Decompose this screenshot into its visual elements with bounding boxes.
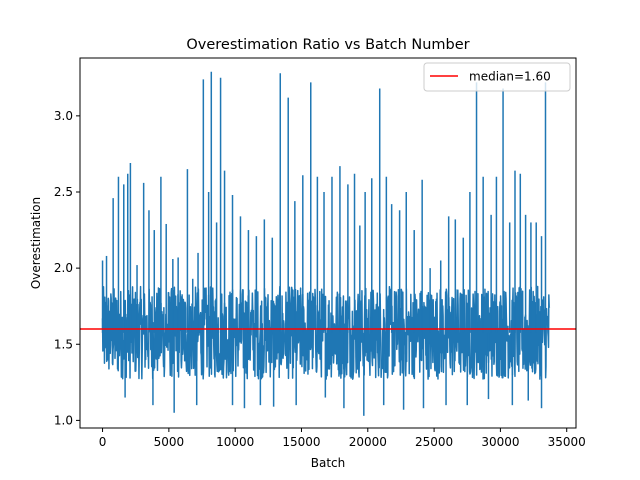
x-tick-label: 25000 (415, 435, 453, 449)
legend-label-median: median=1.60 (469, 70, 551, 84)
y-tick-label: 2.0 (54, 261, 73, 275)
y-axis-label: Overestimation (29, 197, 43, 289)
x-tick-label: 30000 (481, 435, 519, 449)
y-axis: 1.0 1.5 2.0 2.5 3.0 (54, 109, 80, 427)
x-tick-label: 0 (99, 435, 107, 449)
x-tick-label: 10000 (216, 435, 254, 449)
x-tick-label: 15000 (282, 435, 320, 449)
series-group (80, 71, 576, 416)
x-tick-label: 5000 (154, 435, 185, 449)
x-axis: 0 5000 10000 15000 20000 25000 30000 35000 (99, 428, 586, 449)
x-tick-label: 35000 (548, 435, 586, 449)
x-tick-label: 20000 (349, 435, 387, 449)
chart-title: Overestimation Ratio vs Batch Number (186, 37, 469, 53)
y-tick-label: 1.5 (54, 337, 73, 351)
x-axis-label: Batch (311, 456, 346, 470)
y-tick-label: 1.0 (54, 413, 73, 427)
legend: median=1.60 (423, 62, 571, 92)
axes-frame (79, 57, 577, 429)
y-tick-label: 2.5 (54, 185, 73, 199)
legend-box (423, 62, 571, 92)
y-tick-label: 3.0 (54, 109, 73, 123)
plot-area (79, 57, 577, 429)
